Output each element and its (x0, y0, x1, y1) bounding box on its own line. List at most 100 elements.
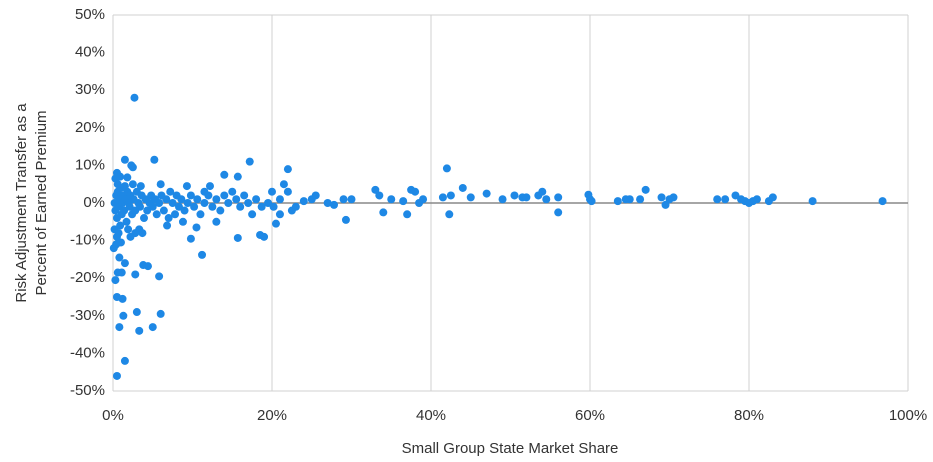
point (132, 308, 141, 317)
point (510, 191, 519, 200)
point (220, 170, 229, 179)
point (466, 193, 475, 202)
point (375, 191, 384, 200)
point (193, 195, 202, 204)
point (116, 172, 125, 181)
y-tick-label: 30% (75, 81, 105, 98)
point (180, 206, 189, 215)
point (244, 199, 253, 207)
y-axis-title: Percent of Earned Premium (33, 110, 50, 295)
point (150, 155, 159, 164)
y-tick-label: 40% (75, 44, 105, 61)
point (371, 185, 380, 194)
point (271, 219, 280, 228)
point (220, 191, 229, 200)
point (411, 187, 420, 196)
point (554, 208, 563, 217)
point (661, 200, 670, 209)
point (112, 240, 121, 249)
point (641, 185, 650, 194)
point (445, 210, 454, 219)
point (200, 199, 209, 207)
point (124, 225, 133, 234)
x-tick-label: 80% (734, 407, 764, 424)
point (114, 229, 123, 238)
y-tick-label: 0% (83, 194, 105, 211)
point (554, 193, 563, 202)
point (752, 195, 761, 204)
point (403, 210, 412, 219)
point (162, 195, 171, 204)
point (186, 191, 195, 200)
point (120, 155, 129, 164)
point (204, 191, 213, 200)
point (341, 215, 350, 224)
y-tick-label: -30% (70, 307, 105, 324)
point (198, 250, 207, 259)
point (291, 202, 300, 211)
point (669, 193, 678, 202)
point (130, 93, 139, 102)
x-axis-title: Small Group State Market Share (402, 440, 619, 457)
point (228, 187, 237, 196)
point (115, 323, 124, 332)
point (115, 253, 124, 262)
point (136, 202, 145, 211)
point (625, 195, 634, 204)
point (216, 206, 225, 215)
point (299, 197, 308, 206)
point (399, 197, 408, 206)
point (330, 200, 339, 209)
point (156, 309, 165, 318)
point (208, 202, 217, 211)
point (713, 195, 722, 204)
point (275, 210, 284, 219)
point (212, 195, 221, 204)
x-tick-label: 100% (889, 407, 927, 424)
point (152, 210, 161, 219)
point (721, 195, 730, 204)
point (135, 225, 144, 234)
point (126, 232, 135, 241)
point (118, 294, 127, 303)
point (236, 202, 245, 211)
point (438, 193, 447, 202)
point (177, 195, 186, 204)
point (283, 165, 292, 174)
point (587, 197, 596, 206)
point (498, 195, 507, 204)
point (768, 193, 777, 202)
point (232, 195, 241, 204)
point (339, 195, 348, 204)
point (155, 199, 164, 207)
point (458, 183, 467, 192)
point (117, 268, 126, 277)
point (136, 182, 145, 191)
point (131, 270, 140, 279)
point (120, 259, 129, 268)
point (446, 191, 455, 200)
point (135, 326, 144, 335)
point (140, 214, 149, 223)
point (178, 217, 187, 226)
x-tick-label: 20% (257, 407, 287, 424)
point (482, 189, 491, 198)
point (283, 187, 292, 196)
point (212, 217, 221, 226)
point (657, 193, 666, 202)
point (123, 173, 132, 182)
point (190, 202, 199, 211)
point (159, 206, 168, 215)
point (192, 223, 201, 232)
point (112, 371, 121, 380)
point (279, 180, 288, 189)
point (128, 180, 137, 189)
point (252, 195, 261, 204)
point (163, 221, 172, 230)
point (542, 195, 551, 204)
point (120, 182, 129, 191)
point (186, 234, 195, 243)
point (196, 210, 205, 219)
point (182, 182, 191, 191)
